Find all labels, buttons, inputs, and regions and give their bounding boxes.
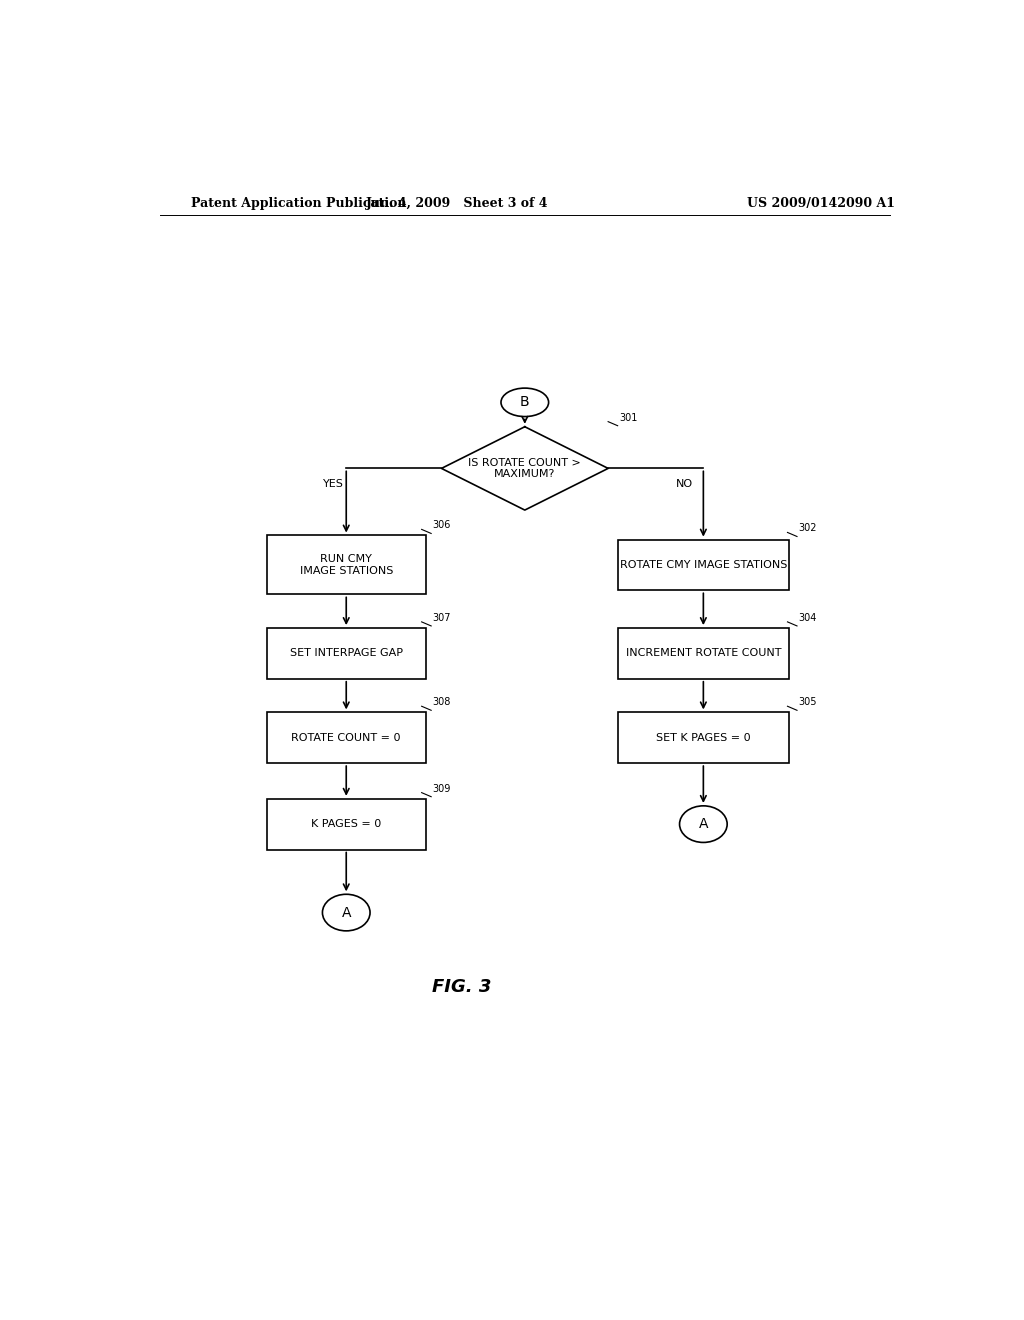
Text: RUN CMY
IMAGE STATIONS: RUN CMY IMAGE STATIONS <box>300 554 393 576</box>
Bar <box>618 713 788 763</box>
Text: NO: NO <box>676 479 692 488</box>
Text: INCREMENT ROTATE COUNT: INCREMENT ROTATE COUNT <box>626 648 781 659</box>
Text: ROTATE CMY IMAGE STATIONS: ROTATE CMY IMAGE STATIONS <box>620 560 787 570</box>
Text: A: A <box>341 906 351 920</box>
Text: 308: 308 <box>433 697 452 708</box>
Text: YES: YES <box>323 479 344 488</box>
Text: 309: 309 <box>433 784 452 793</box>
Text: 302: 302 <box>799 524 817 533</box>
Text: ROTATE COUNT = 0: ROTATE COUNT = 0 <box>292 733 401 743</box>
Text: 305: 305 <box>799 697 817 708</box>
Bar <box>267 799 426 850</box>
Bar <box>618 628 788 678</box>
Text: 304: 304 <box>799 612 817 623</box>
Bar <box>267 713 426 763</box>
Text: 306: 306 <box>433 520 452 531</box>
Text: 307: 307 <box>433 612 452 623</box>
Bar <box>267 628 426 678</box>
Bar <box>618 540 788 590</box>
Bar <box>267 536 426 594</box>
Text: FIG. 3: FIG. 3 <box>432 978 490 995</box>
Text: US 2009/0142090 A1: US 2009/0142090 A1 <box>748 197 895 210</box>
Text: Patent Application Publication: Patent Application Publication <box>191 197 407 210</box>
Text: K PAGES = 0: K PAGES = 0 <box>311 820 381 829</box>
Text: SET INTERPAGE GAP: SET INTERPAGE GAP <box>290 648 402 659</box>
Text: Jun. 4, 2009   Sheet 3 of 4: Jun. 4, 2009 Sheet 3 of 4 <box>367 197 549 210</box>
Text: SET K PAGES = 0: SET K PAGES = 0 <box>656 733 751 743</box>
Text: 301: 301 <box>620 413 638 422</box>
Text: B: B <box>520 395 529 409</box>
Text: A: A <box>698 817 709 832</box>
Text: IS ROTATE COUNT >
MAXIMUM?: IS ROTATE COUNT > MAXIMUM? <box>468 458 582 479</box>
